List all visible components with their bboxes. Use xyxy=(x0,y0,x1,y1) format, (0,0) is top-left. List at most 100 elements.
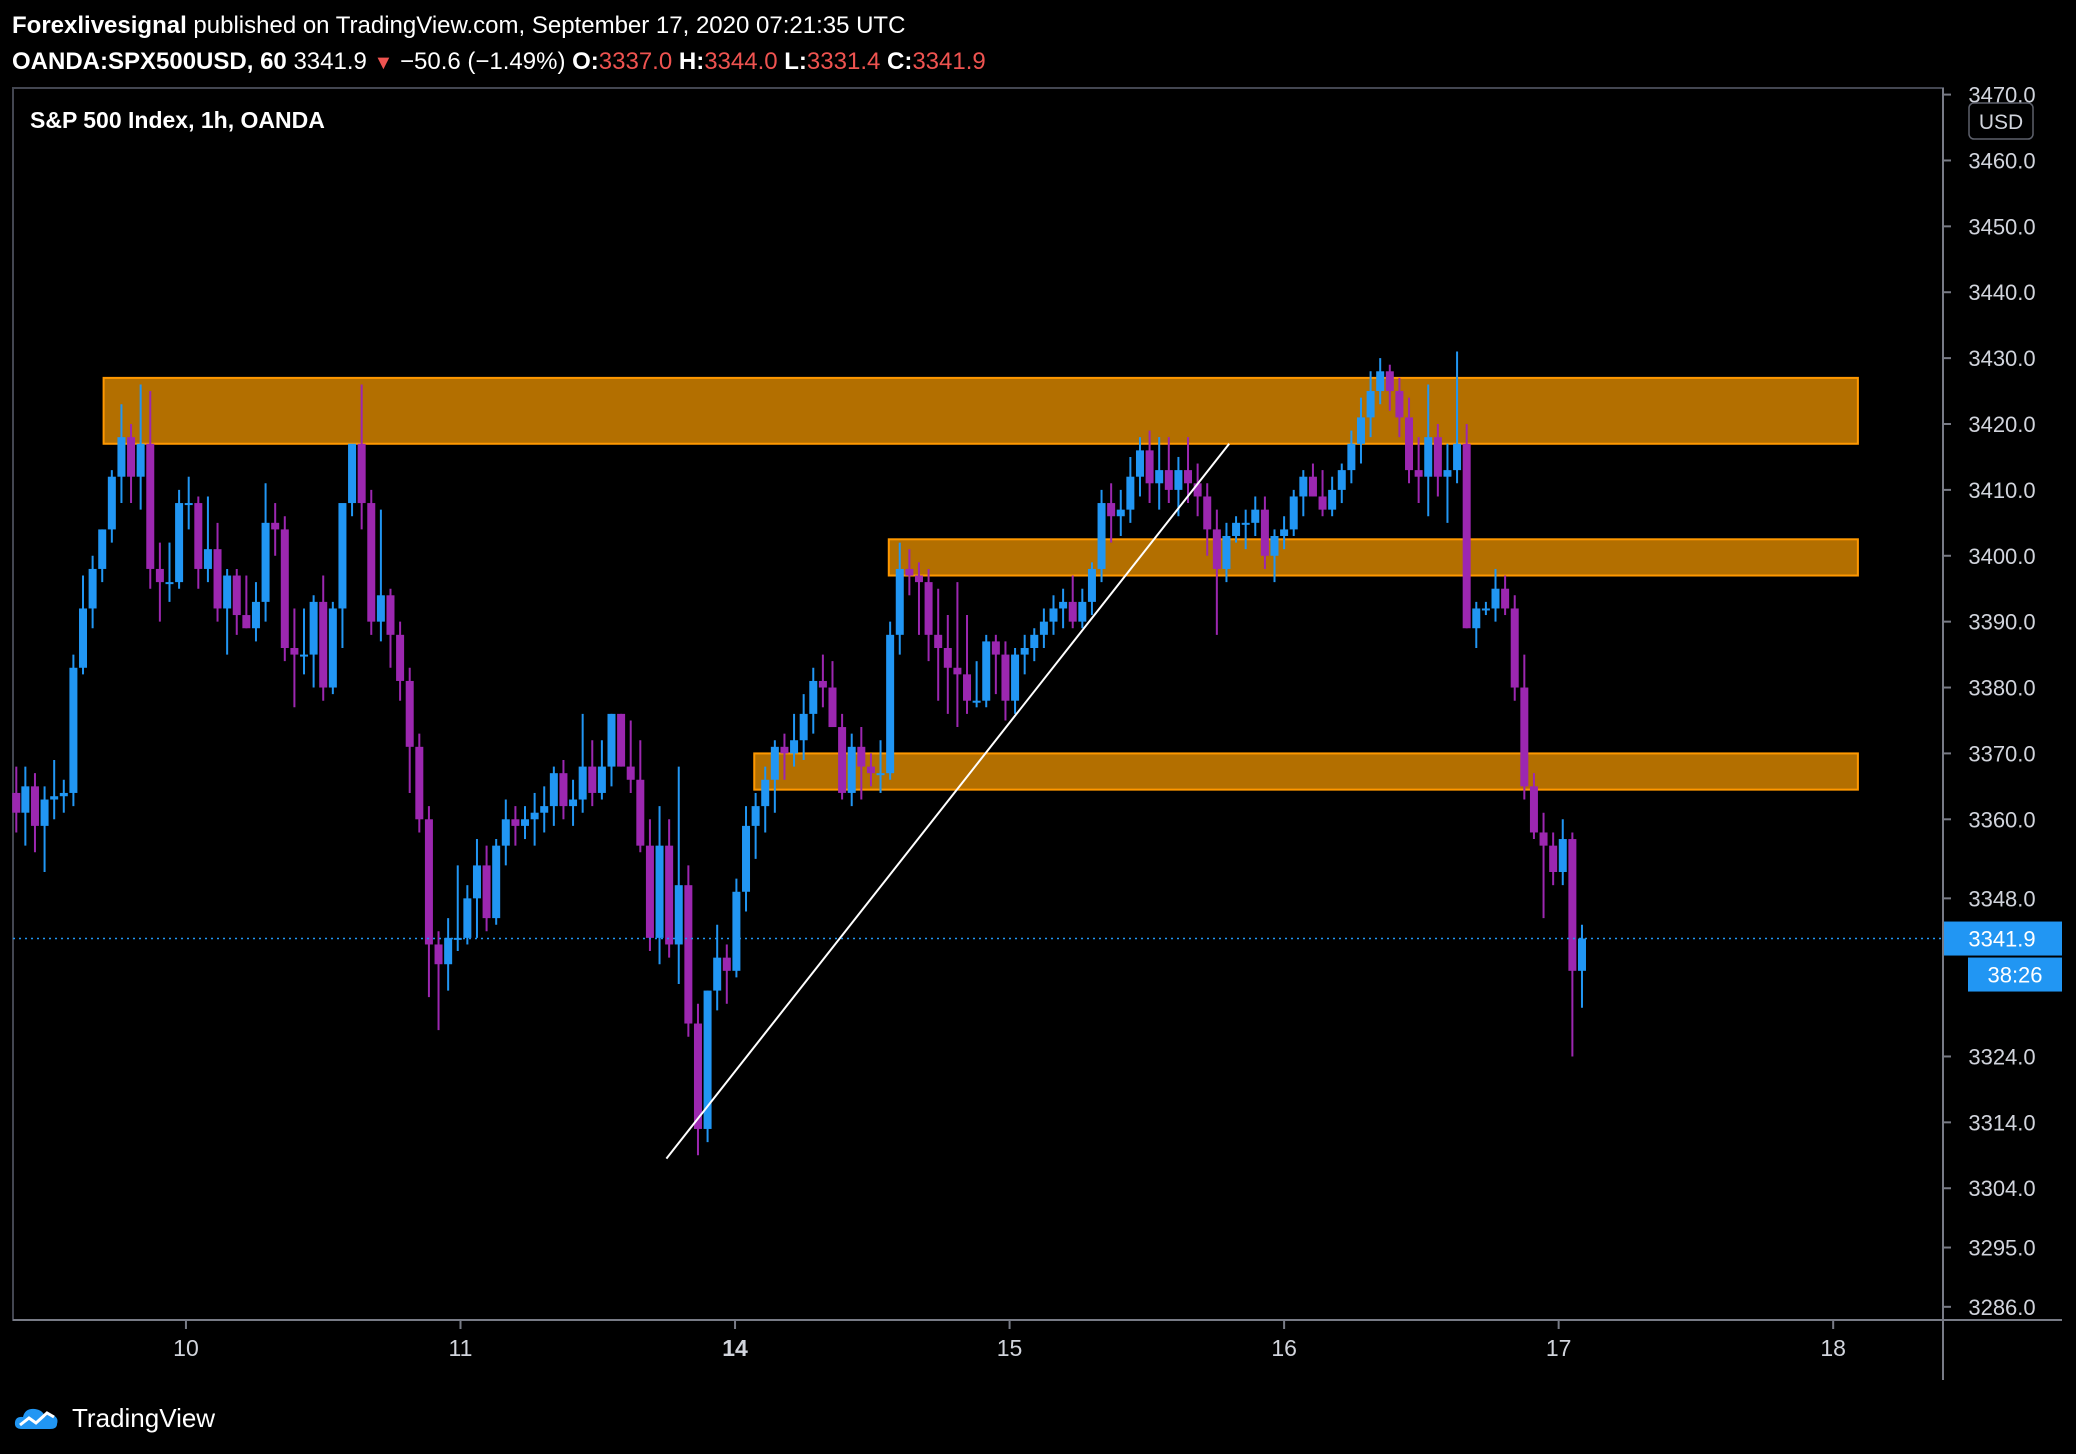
currency-label: USD xyxy=(1979,111,2023,134)
plot-frame xyxy=(12,87,1944,1321)
candle-body xyxy=(895,568,904,635)
close-value: 3341.9 xyxy=(912,48,986,75)
candle xyxy=(1068,575,1077,629)
candle-body xyxy=(1424,437,1433,477)
candle xyxy=(309,595,318,688)
candle xyxy=(175,489,184,589)
candle xyxy=(1203,483,1212,556)
zone-3[interactable] xyxy=(753,752,1859,791)
candle-body xyxy=(1260,509,1269,556)
candle xyxy=(991,634,1000,695)
zone-2[interactable] xyxy=(887,538,1859,577)
candle xyxy=(1087,562,1096,616)
candle xyxy=(1424,384,1433,517)
candle-body xyxy=(117,437,126,477)
candle xyxy=(713,924,722,1011)
candle xyxy=(742,806,751,912)
candle xyxy=(1356,397,1365,464)
candle-body xyxy=(415,746,424,820)
close-label: C: xyxy=(887,48,913,75)
candle xyxy=(1395,377,1404,438)
candle-body xyxy=(1107,503,1116,517)
candle-body xyxy=(828,687,837,728)
candle-body xyxy=(521,819,530,826)
publisher-name[interactable]: Forexlivesignal xyxy=(12,12,187,39)
candle-body xyxy=(309,601,318,655)
price-tick-label: 3324.0 xyxy=(1968,1044,2035,1069)
candle xyxy=(1241,509,1250,550)
candle-body xyxy=(569,799,578,807)
candle xyxy=(492,839,501,925)
candle xyxy=(1251,496,1260,536)
tradingview-cloud-icon[interactable] xyxy=(12,1403,62,1433)
time-tick-label: 17 xyxy=(1546,1335,1572,1361)
trend-layer xyxy=(665,443,1230,1160)
candle xyxy=(1385,364,1394,411)
candle xyxy=(1558,819,1567,886)
candle-body xyxy=(1030,634,1039,648)
candle-body xyxy=(991,641,1000,655)
candle xyxy=(809,667,818,734)
candle xyxy=(674,766,683,984)
candle xyxy=(59,779,68,813)
footer-brand[interactable]: TradingView xyxy=(72,1402,216,1433)
price-tick-label: 3360.0 xyxy=(1968,807,2035,832)
candle xyxy=(1433,424,1442,497)
candle-body xyxy=(1539,832,1548,846)
candle-body xyxy=(1068,601,1077,622)
candles-layer xyxy=(12,351,1586,1156)
candle xyxy=(30,773,39,853)
candle-body xyxy=(194,503,203,569)
time-tick-label: 11 xyxy=(449,1335,473,1361)
candle xyxy=(251,582,260,642)
candle xyxy=(1174,456,1183,517)
candle-body xyxy=(1232,522,1241,536)
countdown-bg xyxy=(1968,957,2062,992)
candle xyxy=(348,443,357,517)
currency-button[interactable] xyxy=(1968,102,2034,140)
candle-body xyxy=(674,885,683,945)
candle xyxy=(886,621,895,780)
zones-layer xyxy=(102,376,1859,791)
candle-body xyxy=(12,792,21,813)
candle xyxy=(1155,437,1164,510)
candle xyxy=(1539,812,1548,919)
candle-body xyxy=(1145,450,1154,484)
last-price: 3341.9 xyxy=(293,48,367,75)
candle xyxy=(799,694,808,760)
candle-body xyxy=(1529,786,1538,833)
candle-body xyxy=(300,654,309,657)
candle xyxy=(1510,595,1519,701)
candle-body xyxy=(1453,443,1462,471)
candle xyxy=(98,529,107,583)
candle-body xyxy=(693,1023,702,1129)
candle-body xyxy=(1443,470,1452,477)
candle-body xyxy=(1577,938,1586,971)
candle xyxy=(79,575,88,675)
candle-body xyxy=(665,845,674,945)
candle xyxy=(914,562,923,635)
candle-body xyxy=(559,773,568,807)
trendline[interactable] xyxy=(665,443,1230,1160)
candle xyxy=(1039,608,1048,648)
publish-line: Forexlivesignal published on TradingView… xyxy=(12,8,2062,44)
price-tick-label: 3410.0 xyxy=(1968,478,2035,503)
candle xyxy=(21,766,30,846)
candle-body xyxy=(1433,437,1442,477)
candle xyxy=(684,865,693,1037)
candle-body xyxy=(98,529,107,569)
candle-body xyxy=(597,766,606,793)
candle-body xyxy=(107,476,116,530)
price-tick-label: 3314.0 xyxy=(1968,1110,2035,1135)
candle xyxy=(127,424,136,504)
candle-body xyxy=(1001,654,1010,701)
zone-1[interactable] xyxy=(102,376,1859,445)
candle-body xyxy=(780,746,789,754)
candle-body xyxy=(1289,496,1298,530)
candle xyxy=(790,713,799,767)
symbol-line: OANDA:SPX500USD, 60 3341.9 ▼ −50.6 (−1.4… xyxy=(12,44,2062,80)
candle xyxy=(50,760,59,820)
candle-body xyxy=(588,766,597,793)
candle-body xyxy=(1337,470,1346,490)
